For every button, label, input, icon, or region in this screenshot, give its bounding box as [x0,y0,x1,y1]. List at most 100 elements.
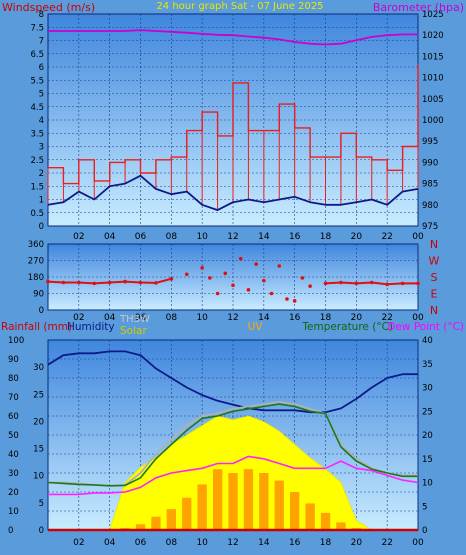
thsw-label: THSW [119,314,150,325]
uv-bar [151,516,161,530]
compass-label: N [430,238,438,251]
wind-direction-point [231,283,235,288]
uv-bar [336,522,346,530]
uv-bar [213,469,223,530]
dew-point-line [48,455,419,496]
wind-direction-point [262,278,266,283]
rainfall-y-tick-label: 40 [8,450,19,460]
windspeed-y-tick-label: 0.5 [30,209,44,219]
windspeed-y-tick-label: 2 [39,169,44,179]
humidity-y-tick-label: 30 [33,363,44,373]
uv-bar [228,473,238,530]
panel2-x-tick-label: 18 [320,313,332,323]
barometer-y-tick-label: 975 [422,222,438,232]
humidity-y-tick-label: 15 [33,445,44,455]
panel2-x-tick-label: 16 [289,313,301,323]
rainfall-y-tick-label: 100 [8,336,24,346]
panel1-x-tick-label: 16 [289,232,301,242]
humidity-y-tick-label: 20 [33,417,44,427]
panel2-x-tick-label: 14 [258,313,270,323]
windspeed-y-tick-label: 1.5 [30,182,44,192]
compass-label: S [431,271,438,284]
temperature-y-tick-label: 10 [422,479,433,489]
rainfall-y-tick-label: 30 [8,469,19,479]
wind-direction-point [246,288,251,292]
compass-label: W [429,255,440,268]
windspeed-y-tick-label: 4 [39,116,44,126]
panel3-x-tick-label: 12 [227,538,238,548]
wind-direction-point [208,276,212,280]
direction-y-tick-label: 180 [28,273,44,283]
temperature-axis-label: Temperature (°C) [301,321,393,333]
barometer-y-tick-label: 985 [422,180,438,190]
humidity-y-tick-label: 25 [33,390,44,400]
temperature-y-tick-label: 35 [422,360,433,370]
windspeed-y-tick-label: 0 [39,222,44,232]
panel3-x-tick-label: 08 [166,538,178,548]
wind-direction-point [292,299,297,303]
uv-bar [259,473,269,530]
wind-direction-point [223,271,228,276]
direction-y-tick-label: 360 [28,240,44,250]
compass-label: N [430,304,438,317]
temperature-y-tick-label: 40 [422,336,433,346]
temperature-y-tick-label: 20 [422,431,433,441]
barometer-line [48,29,418,46]
barometer-y-tick-label: 1025 [422,10,444,20]
uv-label: UV [248,321,264,333]
uv-bar [320,512,331,530]
temperature-y-tick-label: 15 [422,455,433,465]
compass-label: E [431,288,438,301]
direction-y-tick-label: 270 [28,257,44,267]
panel3-x-tick-label: 20 [351,538,363,548]
windspeed-y-tick-label: 7 [39,37,44,47]
wind-direction-point [215,291,220,296]
uv-bar [274,480,284,530]
panel2-x-tick-label: 06 [135,313,147,323]
rainfall-y-tick-label: 0 [8,526,13,536]
windspeed-y-tick-label: 8 [39,10,44,20]
chart-title: 24 hour graph Sat - 07 June 2025 [156,1,323,12]
panel1-x-tick-label: 06 [135,232,147,242]
rainfall-y-tick-label: 20 [8,488,19,498]
barometer-y-tick-label: 1010 [422,74,444,84]
wind-direction-point [184,272,189,277]
panel3-x-tick-label: 18 [320,538,332,548]
rainfall-y-tick-label: 60 [8,412,19,422]
panel2-x-tick-label: 08 [166,313,178,323]
uv-bar [290,492,300,530]
panel3-x-tick-label: 00 [412,538,424,548]
barometer-y-tick-label: 980 [422,201,438,211]
panel3-x-tick-label: 02 [73,538,84,548]
barometer-axis-label: Barometer (hpa) [373,1,464,14]
barometer-y-tick-label: 995 [422,137,438,147]
panel1-x-tick-label: 14 [258,232,270,242]
uv-bar [197,484,207,530]
rainfall-y-tick-label: 10 [8,507,19,517]
rainfall-axis-label: Rainfall (mm) [1,321,72,333]
temperature-y-tick-label: 5 [422,502,427,512]
panel2-x-tick-label: 02 [73,313,84,323]
panel3-x-tick-label: 04 [104,538,116,548]
direction-y-tick-label: 90 [33,290,44,300]
windspeed-y-tick-label: 1 [39,196,44,206]
panel3-x-tick-label: 22 [381,538,392,548]
panel1-x-tick-label: 12 [227,232,238,242]
panel2-x-tick-label: 10 [196,313,208,323]
panel1-x-tick-label: 04 [104,232,116,242]
windspeed-y-tick-label: 3 [39,143,44,153]
panel1-x-tick-label: 18 [320,232,332,242]
uv-bar [305,503,315,530]
wind-average-line [47,174,419,212]
wind-direction-point [269,291,274,296]
windspeed-y-tick-label: 4.5 [30,103,44,113]
wind-direction-point [238,256,243,261]
uv-bar [166,509,176,530]
temperature-y-tick-label: 0 [422,526,427,536]
rainfall-y-tick-label: 90 [8,355,19,365]
panel3-x-tick-label: 06 [135,538,147,548]
panel3-x-tick-label: 16 [289,538,301,548]
dewpoint-axis-label: Dew Point (°C) [387,321,464,333]
